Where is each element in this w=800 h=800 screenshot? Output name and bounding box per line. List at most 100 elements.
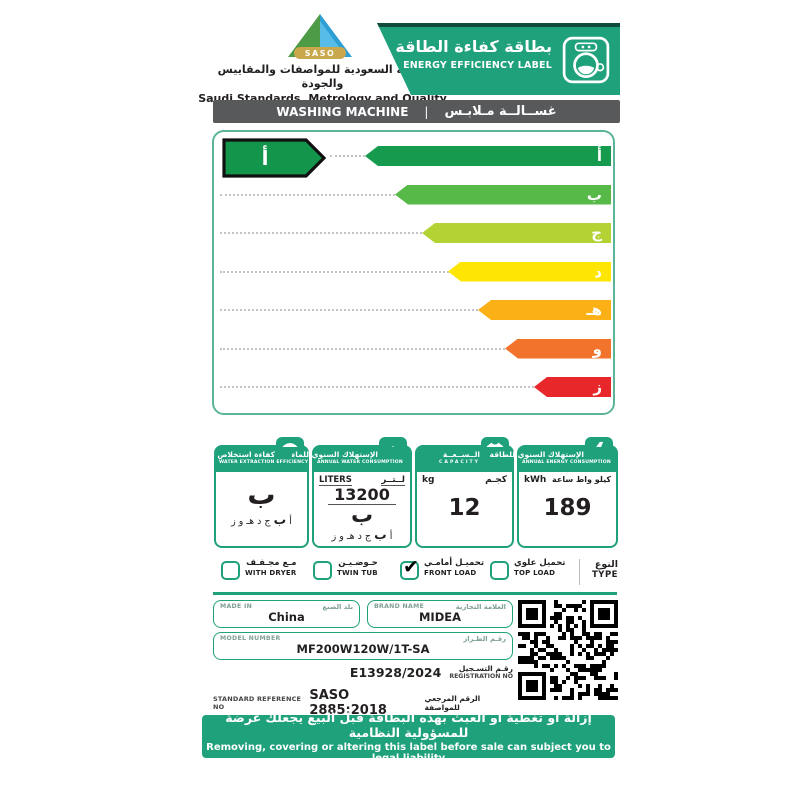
energy-title-en: ANNUAL ENERGY CONSUMPTION [522,460,611,465]
legal-warning-banner: إزالة أو تغطية أو العبث بهذه البطاقة قبل… [202,710,615,764]
model-label-en: MODEL NUMBER [220,635,281,642]
leader-line [330,155,373,157]
title-banner: بطاقة كفاءة الطاقة ENERGY EFFICIENCY LAB… [377,23,620,95]
water-consumption-box: الإستهلاك السنوي للماء ANNUAL WATER CONS… [291,437,412,548]
registration-label-ar: رقـم التسـجيل [458,664,513,673]
rating-scale-rows: أ أ ب ج د هـ و ز [212,130,615,415]
product-name-english: WASHING MACHINE [276,104,409,119]
leader-line [220,347,513,350]
current-rating-indicator [222,138,326,178]
checkbox-top-load [490,561,509,580]
capacity-header: الــســعــة CAPACITY [417,447,512,472]
rating-bar-أ: أ [365,146,611,166]
capacity-title-en: CAPACITY [439,460,480,465]
brand-value: MIDEA [418,610,462,624]
kwh-label: kWh [524,475,547,485]
org-name-arabic: الهيئة السعودية للمواصفات والمقاييس والج… [217,63,428,91]
water-extraction-title-en: WATER EXTRACTION EFFICIENCY [219,460,309,465]
legal-warning-english: Removing, covering or altering this labe… [206,741,611,764]
energy-header: الإستهلاك السنوي للطاقة ANNUAL ENERGY CO… [489,447,616,472]
energy-units: kWh كيلو واط ساعة [519,472,616,485]
capacity-box: kg الــســعــة CAPACITY kg كجـم 12 [415,437,514,548]
energy-consumption-box: الإستهلاك السنوي للطاقة ANNUAL ENERGY CO… [489,437,618,548]
leader-line [220,193,403,196]
model-number-box: MODEL NUMBER رقـم الطـراز MF200W120W/1T-… [213,632,513,660]
model-label-ar: رقـم الطـراز [463,635,506,643]
registration-row: E13928/2024 رقـم التسـجيل REGISTRATION N… [213,664,513,680]
label-title: بطاقة كفاءة الطاقة ENERGY EFFICIENCY LAB… [395,37,552,71]
metrics-row: كفاءة استخلاص المياه WATER EXTRACTION EF… [194,435,618,549]
standard-value: SASO 2885:2018 [309,688,387,718]
saso-logo: SASO [288,14,352,59]
label-title-arabic: بطاقة كفاءة الطاقة [395,37,552,56]
svg-text:SASO: SASO [305,49,336,58]
made-in-value: China [268,610,305,624]
washing-machine-icon [562,36,610,84]
kg-label: kg [422,475,435,485]
checkbox-front-load: ✔ [400,556,419,580]
model-value: MF200W120W/1T-SA [296,642,430,656]
rating-bar-ز: ز [534,377,611,397]
type-option-with-dryer: مـع مجـفـف WITH DRYER [221,558,296,580]
registration-label-en: REGISTRATION NO [449,673,513,680]
product-name-arabic: غســالــة مـلابـس [444,104,557,119]
type-option-front-load: ✔ تحميـل أمامـي FRONT LOAD [400,556,484,580]
capacity-value: 12 [448,495,481,521]
water-extraction-header: كفاءة استخلاص المياه WATER EXTRACTION EF… [194,447,309,472]
qr-code [518,600,618,703]
brand-label-ar: العلامة التجارية [455,603,506,611]
energy-efficiency-label: SASO الهيئة السعودية للمواصفات والمقاييس… [194,14,620,764]
standard-label-en: STANDARD REFERENCE NO [213,695,302,711]
divider-line [213,592,617,595]
type-option-top-load: تحميل علوي TOP LOAD [490,558,565,580]
leader-line [220,232,430,234]
rating-bar-د: د [448,261,611,282]
made-in-box: MADE IN بلد الصنع China [213,600,360,628]
capacity-units: kg كجـم [417,472,512,485]
liters-label: LITERS [319,475,352,486]
rating-bar-و: و [505,338,611,359]
checkbox-twin-tub [313,561,332,580]
brand-name-box: BRAND NAME العلامة التجارية MIDEA [367,600,513,628]
water-consumption-grade: ب [350,503,374,528]
rating-bar-ج: ج [422,223,611,243]
banner-top-line [377,23,620,27]
water-extraction-box: كفاءة استخلاص المياه WATER EXTRACTION EF… [194,437,309,548]
water-consumption-value: 13200 [314,485,410,505]
water-extraction-grade-scale: أ ب ج د هـ و ز [231,512,292,528]
product-type-bar: WASHING MACHINE | غســالــة مـلابـس [213,100,620,123]
details-section: MADE IN بلد الصنع China BRAND NAME العلا… [213,600,618,718]
leader-line [220,309,486,311]
water-consumption-units: LITERS لــتــر [314,472,410,486]
water-extraction-title-ar: كفاءة استخلاص المياه [194,450,275,459]
water-consumption-title-en: ANNUAL WATER CONSUMPTION [317,460,403,465]
energy-title-ar: الإستهلاك السنوي للطاقة [489,450,584,459]
liters-label-ar: لــتــر [381,475,405,486]
checkbox-with-dryer [221,561,240,580]
water-consumption-header: الإستهلاك السنوي للماء ANNUAL WATER CONS… [291,447,410,472]
water-consumption-title-ar: الإستهلاك السنوي للماء [291,450,378,459]
leader-line [220,270,456,273]
kwh-label-ar: كيلو واط ساعة [552,475,611,484]
water-extraction-grade: ب [247,478,276,511]
current-rating-letter: أ [261,146,269,170]
type-caption: النوع TYPE [579,559,618,585]
label-title-english: ENERGY EFFICIENCY LABEL [403,60,552,71]
energy-value: 189 [543,495,592,521]
rating-bar-ب: ب [395,184,611,205]
standard-label-ar: الرقم المرجعي للمواصفة [424,694,481,712]
capacity-title-ar: الــســعــة [442,450,480,459]
machine-type-row: مـع مجـفـف WITH DRYER حـوضـيـن TWIN TUB … [213,556,618,590]
rating-bar-هـ: هـ [478,300,611,320]
product-bar-divider: | [424,104,429,119]
kg-label-ar: كجـم [485,475,507,485]
legal-warning-arabic: إزالة أو تغطية أو العبث بهذه البطاقة قبل… [225,709,592,740]
standard-row: STANDARD REFERENCE NO SASO 2885:2018 الر… [213,688,513,718]
water-consumption-grade-scale: أ ب ج د هـ و ز [331,527,393,543]
leader-line [220,386,542,388]
made-in-label-ar: بلد الصنع [322,603,353,611]
registration-value: E13928/2024 [349,664,442,680]
type-option-twin-tub: حـوضـيـن TWIN TUB [313,558,378,580]
brand-label-en: BRAND NAME [374,603,425,610]
made-in-label-en: MADE IN [220,603,253,610]
